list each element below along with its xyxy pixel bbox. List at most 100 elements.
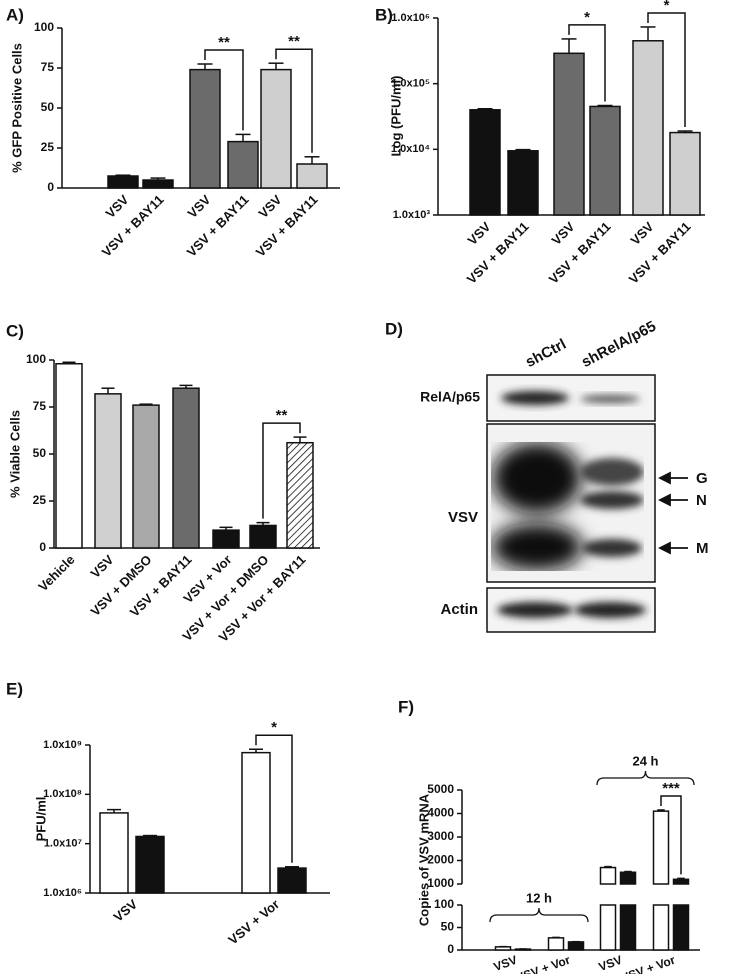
bar — [55, 363, 83, 549]
bar — [260, 68, 292, 189]
brace — [489, 907, 589, 923]
band — [580, 458, 644, 486]
bar — [507, 150, 539, 216]
bar — [619, 871, 637, 885]
y-tick-label: 100 — [434, 897, 454, 911]
panel-label: C) — [6, 321, 24, 340]
y-tick-label: 50 — [33, 446, 47, 460]
bar — [652, 904, 670, 951]
brace — [596, 770, 695, 786]
y-axis-label: Log (PFU/ml) — [388, 76, 403, 157]
significance-label: ** — [276, 407, 288, 424]
y-tick-label: 4000 — [427, 806, 454, 820]
x-tick-label: VSV + BAY11 — [99, 192, 167, 260]
lane-label: shRelA/p65 — [579, 318, 659, 371]
bar — [567, 941, 585, 951]
significance-label: * — [271, 719, 277, 736]
band — [491, 523, 583, 571]
bar — [547, 937, 565, 951]
panel-label: D) — [385, 319, 403, 338]
y-tick-label: 2000 — [427, 853, 454, 867]
significance-bracket — [204, 49, 244, 131]
band — [582, 539, 642, 557]
band — [574, 602, 646, 618]
x-tick-label: VSV — [465, 219, 494, 248]
bar — [249, 524, 277, 549]
x-tick-label: VSV — [256, 192, 285, 221]
y-tick-label: 1.0x10⁵ — [391, 78, 430, 90]
y-tick-label: 100 — [34, 20, 54, 34]
y-axis-label: % Viable Cells — [7, 410, 22, 498]
x-tick-label: VSV — [185, 192, 214, 221]
bar — [107, 175, 139, 189]
y-tick-label: 1.0x10⁴ — [391, 143, 430, 155]
bar — [469, 109, 501, 216]
significance-bracket — [262, 422, 301, 519]
y-tick-label: 0 — [447, 942, 454, 956]
x-tick-label: VSV + Vor — [619, 953, 677, 974]
y-tick-label: 25 — [41, 140, 55, 154]
y-tick-label: 1.0x10⁸ — [43, 788, 82, 800]
lane-label: shCtrl — [523, 336, 569, 371]
bar — [286, 441, 314, 549]
x-tick-label: VSV — [88, 552, 117, 581]
significance-label: ** — [288, 33, 300, 50]
y-axis-label: PFU/ml — [33, 797, 48, 842]
band — [580, 395, 640, 403]
bar — [589, 105, 621, 216]
x-tick-label: VSV — [103, 192, 132, 221]
y-tick-label: 50 — [441, 920, 455, 934]
band-label: G — [696, 470, 708, 487]
row-label: RelA/p65 — [420, 389, 480, 405]
bar — [132, 404, 160, 549]
x-tick-label: VSV — [549, 219, 578, 248]
y-tick-label: 1000 — [427, 876, 454, 890]
y-tick-label: 1.0x10³ — [393, 209, 431, 221]
x-tick-label: VSV + Vor — [514, 953, 572, 974]
row-label: VSV — [448, 509, 478, 526]
significance-bracket — [255, 734, 293, 863]
blot-panel: D) shCtrl shRelA/p65 RelA/p65 VSV Actin … — [385, 318, 709, 633]
band — [580, 491, 644, 509]
band — [492, 442, 582, 514]
bar — [189, 68, 221, 189]
bar — [241, 751, 271, 894]
bar — [172, 387, 200, 549]
y-tick-label: 25 — [33, 493, 47, 507]
y-tick-label: 50 — [41, 100, 55, 114]
y-tick-label: 75 — [33, 399, 47, 413]
bar — [99, 812, 129, 894]
y-tick-label: 1.0x10⁷ — [44, 838, 83, 850]
band — [497, 602, 573, 618]
panel-label: F) — [398, 697, 414, 716]
y-tick-label: 1.0x10⁹ — [43, 739, 82, 751]
bar — [212, 529, 240, 549]
band — [501, 391, 569, 405]
x-tick-label: Vehicle — [35, 552, 77, 594]
x-tick-label: VSV + Vor — [225, 896, 282, 947]
significance-label: * — [584, 9, 590, 26]
y-axis-label: % GFP Positive Cells — [9, 43, 24, 173]
bar — [669, 131, 701, 216]
bar — [599, 866, 617, 885]
y-tick-label: 0 — [47, 180, 54, 194]
bar — [652, 810, 670, 885]
y-tick-label: 75 — [41, 60, 55, 74]
significance-label: * — [664, 0, 670, 14]
significance-bracket — [647, 12, 686, 128]
bar — [227, 140, 259, 189]
bar — [599, 904, 617, 951]
bar — [135, 835, 165, 894]
bar — [632, 40, 664, 216]
x-tick-label: VSV — [628, 219, 657, 248]
band-label: M — [696, 540, 709, 557]
row-label: Actin — [441, 601, 479, 618]
bar — [672, 904, 690, 951]
x-tick-label: VSV — [111, 896, 141, 924]
significance-label: ** — [218, 34, 230, 51]
y-tick-label: 1.0x10⁶ — [43, 887, 82, 899]
bar — [672, 878, 690, 885]
bar — [94, 393, 122, 549]
brace-label: 24 h — [632, 753, 658, 768]
